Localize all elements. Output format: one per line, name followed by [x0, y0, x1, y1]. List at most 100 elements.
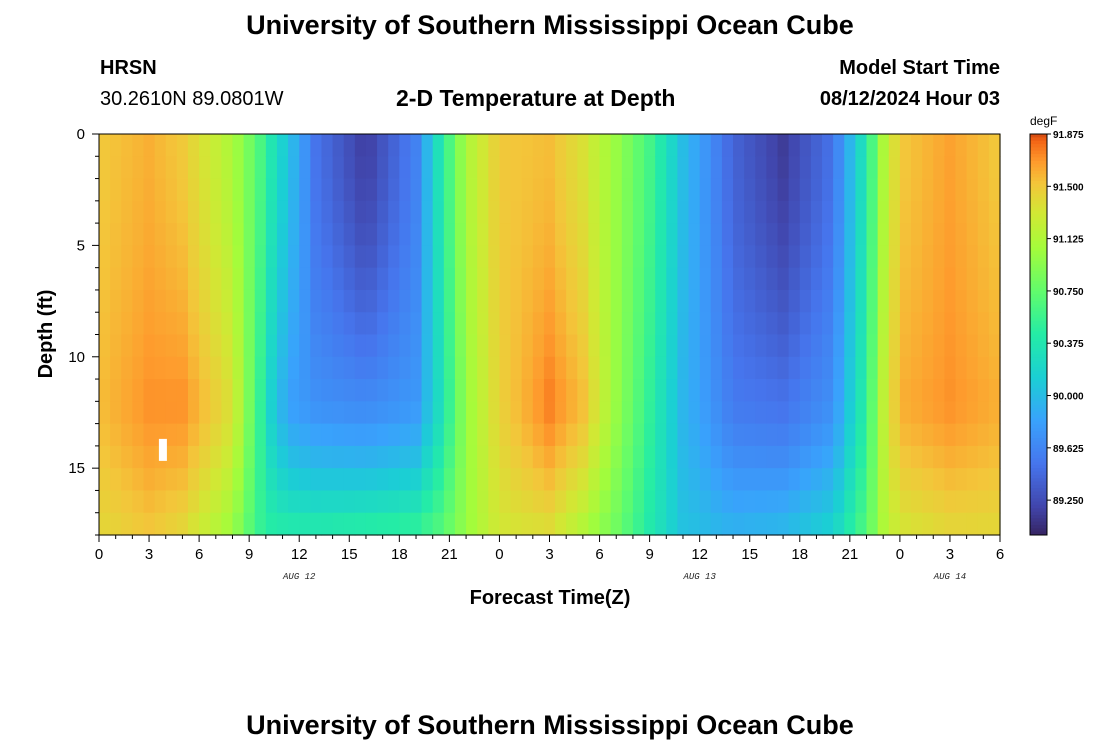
colorbar-segment	[1030, 424, 1047, 429]
heatmap-cell	[610, 223, 623, 246]
heatmap-cell	[154, 134, 167, 157]
colorbar-segment	[1030, 180, 1047, 185]
heatmap-cell	[833, 156, 845, 180]
colorbar-segment	[1030, 247, 1047, 252]
heatmap-cell	[577, 468, 590, 492]
heatmap-cell	[844, 423, 856, 447]
heatmap-cell	[477, 156, 489, 180]
heatmap-cell	[443, 445, 456, 469]
heatmap-cell	[777, 401, 790, 425]
heatmap-cell	[532, 200, 545, 224]
heatmap-cell	[799, 289, 812, 313]
heatmap-cell	[677, 134, 690, 157]
heatmap-cell	[621, 134, 634, 157]
heatmap-cell	[343, 134, 356, 157]
heatmap-cell	[877, 289, 890, 313]
heatmap-cell	[543, 223, 556, 246]
heatmap-cell	[833, 468, 845, 492]
heatmap-cell	[888, 423, 901, 447]
heatmap-cell	[966, 156, 979, 180]
heatmap-cell	[755, 356, 767, 380]
heatmap-cell	[855, 156, 868, 180]
heatmap-cell	[354, 356, 367, 380]
heatmap-cell	[733, 178, 745, 202]
heatmap-cell	[365, 512, 378, 536]
heatmap-cell	[666, 134, 679, 157]
heatmap-cell	[621, 490, 634, 514]
heatmap-cell	[321, 401, 334, 425]
heatmap-cell	[621, 289, 634, 313]
heatmap-cell	[721, 245, 734, 269]
heatmap-cell	[699, 401, 712, 425]
heatmap-cell	[599, 512, 612, 536]
colorbar-segment	[1030, 511, 1047, 516]
heatmap-cell	[221, 468, 234, 492]
heatmap-cell	[822, 289, 834, 313]
heatmap-cell	[944, 245, 957, 269]
colorbar-segment	[1030, 418, 1047, 422]
heatmap-cell	[343, 468, 356, 492]
heatmap-cell	[488, 490, 501, 514]
heatmap-cell	[822, 379, 834, 402]
heatmap-cell	[466, 423, 478, 447]
heatmap-cell	[154, 289, 167, 313]
heatmap-cell	[555, 379, 567, 402]
heatmap-cell	[855, 468, 868, 492]
heatmap-cell	[510, 289, 523, 313]
heatmap-cell	[644, 356, 656, 380]
heatmap-cell	[621, 401, 634, 425]
heatmap-cell	[911, 289, 923, 313]
heatmap-cell	[187, 423, 200, 447]
heatmap-cell	[143, 223, 156, 246]
heatmap-cell	[454, 334, 467, 358]
heatmap-cell	[110, 156, 122, 180]
heatmap-cell	[265, 334, 278, 358]
heatmap-cell	[799, 423, 812, 447]
heatmap-cell	[688, 490, 701, 514]
heatmap-cell	[510, 401, 523, 425]
colorbar-segment	[1030, 260, 1047, 265]
heatmap-cell	[399, 356, 412, 380]
heatmap-cell	[388, 445, 400, 469]
heatmap-cell	[844, 156, 856, 180]
colorbar-segment	[1030, 297, 1047, 302]
heatmap-cell	[443, 334, 456, 358]
heatmap-cell	[443, 423, 456, 447]
heatmap-cell	[488, 423, 501, 447]
heatmap-cell	[165, 289, 178, 313]
heatmap-cell	[410, 200, 423, 224]
heatmap-cell	[499, 401, 512, 425]
colorbar-segment	[1030, 351, 1047, 356]
heatmap-cell	[977, 289, 990, 313]
heatmap-cell	[888, 156, 901, 180]
heatmap-cell	[855, 223, 868, 246]
heatmap-cell	[454, 512, 467, 536]
heatmap-cell	[855, 379, 868, 402]
heatmap-cell	[877, 401, 890, 425]
heatmap-cell	[966, 379, 979, 402]
heatmap-cell	[610, 156, 623, 180]
heatmap-cell	[744, 245, 756, 269]
heatmap-cell	[477, 267, 489, 291]
heatmap-cell	[666, 312, 679, 336]
heatmap-cell	[566, 401, 578, 425]
heatmap-cell	[210, 134, 222, 157]
heatmap-cell	[911, 223, 923, 246]
heatmap-cell	[221, 178, 234, 202]
heatmap-cell	[165, 445, 178, 469]
heatmap-cell	[221, 379, 234, 402]
heatmap-cell	[199, 334, 211, 358]
heatmap-cell	[822, 312, 834, 336]
heatmap-cell	[121, 512, 133, 536]
heatmap-cell	[888, 334, 901, 358]
heatmap-cell	[187, 356, 200, 380]
heatmap-cell	[377, 178, 389, 202]
heatmap-cell	[766, 512, 779, 536]
heatmap-cell	[388, 334, 400, 358]
heatmap-cell	[577, 156, 590, 180]
heatmap-cell	[721, 423, 734, 447]
heatmap-cell	[844, 223, 856, 246]
heatmap-cell	[254, 200, 267, 224]
heatmap-cell	[377, 245, 389, 269]
heatmap-cell	[922, 379, 934, 402]
